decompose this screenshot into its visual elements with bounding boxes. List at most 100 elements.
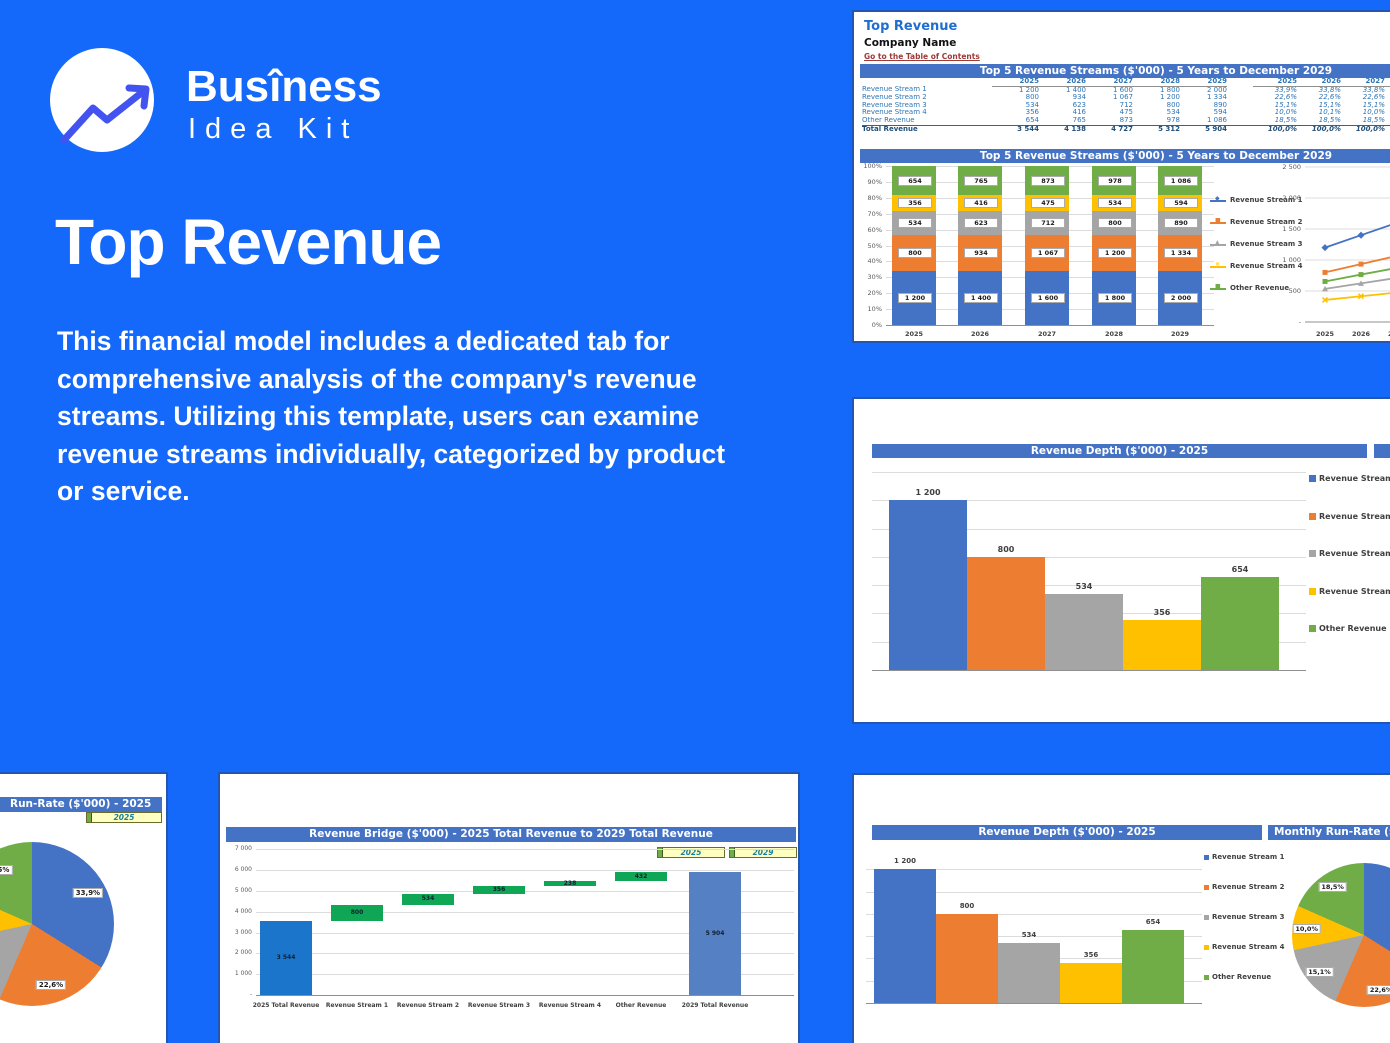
pie-slice-label: 15,1% [1305,966,1334,977]
line-chart-legend: ◆ Revenue Stream 1 ■ Revenue Stream 2 ▲ Reven… [1210,192,1303,302]
value-cell: 1 200 [1159,94,1180,102]
bar-segment-label: 1 200 [898,293,932,304]
page-description: This financial model includes a dedicate… [57,326,726,506]
grid-line [866,936,1202,938]
grid-line [872,585,1306,587]
value-cell: 1 600 [1112,86,1133,94]
grid-line [866,1003,1202,1004]
grid-line [872,500,1306,502]
bar-segment-label: 475 [1031,198,1065,209]
bar-segment-label: 356 [898,198,932,209]
grid-line [256,849,794,851]
year-dropdown-2029[interactable]: 2029 [729,847,797,858]
grid-line [256,891,794,892]
legend-label: Revenue Stream 2 [1319,511,1390,521]
total-value-cell: 4 138 [1039,124,1086,134]
line-series-gray [1324,278,1390,290]
pct-cell: 10,0% [1362,109,1385,117]
total-pct-cell: 100,0% [1253,124,1297,134]
value-cell: 1 800 [1159,86,1180,94]
spacer [1227,109,1253,117]
year-dropdown-2025[interactable]: 2025 [657,847,725,858]
data-point-marker [1322,285,1328,292]
bar-value-label: 534 [1075,582,1093,592]
pct-cell: 33,9% [1274,86,1297,94]
data-point-marker [1358,272,1364,278]
legend-label: Revenue Stream 3 [1212,913,1285,921]
row-label: Revenue Stream 2 [862,94,927,102]
legend-line-sample [1210,222,1226,224]
axis-tick: 1 500 [1282,225,1301,233]
stacked-bar-chart: 0% 10% 20% 30% 40% 50% 60% 70% 80% 90% 100% 1 200 80… [856,162,1218,344]
pct-cell: 22,6% [1318,94,1341,102]
bar-value-label: 1 200 [915,488,941,497]
grid-line [872,670,1306,671]
panel-top-revenue-sheet: Top Revenue Company Name Go to the Table… [852,10,1390,343]
year-header: 2028 [1133,78,1180,87]
bar-segment-label: 800 [898,248,932,259]
waterfall-bar-delta [331,904,383,922]
band-runrate-title: Run-Rate ($'000) - 2025 [0,797,162,812]
pct-cell: 22,6% [1385,94,1390,102]
bar-segment-label: 534 [898,218,932,229]
brand-subname: Idea Kit [188,113,359,145]
pct-cell: 15,1% [1385,102,1390,110]
waterfall-bar-delta [473,886,525,894]
value-cell: 712 [1119,101,1133,109]
pie-slice-label: 18,5% [0,865,13,876]
total-pct-cell: 100,0% [1297,124,1341,134]
legend-swatch [1309,587,1316,595]
value-cell: 416 [1072,109,1086,117]
legend-marker: ■ [1215,217,1221,224]
x-axis-label: 2028 [1104,330,1124,338]
waterfall-bar-end [689,872,741,995]
grid-line [866,913,1202,915]
run-rate-pie-chart: 33,9%22,6%15,1%10,0%18,5% [0,774,170,1043]
axis-tick: 30% [867,273,882,282]
x-axis-label: Revenue Stream 4 [538,1002,602,1009]
pie-slice-label: 22,6% [1366,985,1390,995]
legend-marker: ■ [1215,283,1221,290]
axis-tick: 4 000 [234,907,252,915]
panel-revenue-bridge: Revenue Bridge ($'000) - 2025 Total Reve… [218,772,800,1043]
legend-swatch [1309,550,1316,557]
pct-cell: 10,1% [1318,109,1341,117]
pct-cell: 10,1% [1385,109,1390,117]
x-axis-label: Revenue Stream 3 [467,1002,531,1009]
pct-cell: 22,6% [1274,94,1297,102]
spacer [1227,86,1253,94]
data-point-marker [1358,280,1364,286]
bar-segment-label: 2 000 [1164,293,1198,304]
x-axis-label: 2027 [1382,330,1390,338]
data-point-marker [1322,278,1328,284]
dropdown-flag [658,848,663,857]
depth-chart-small-legend: Revenue Stream 1 Revenue Stream 2 Revenue … [1204,853,1304,1013]
grid-line [872,528,1306,530]
band-depth-title: Revenue Depth ($'000) - 2025 [872,444,1367,458]
value-cell: 800 [1166,101,1180,109]
x-axis-label: Revenue Stream 2 [396,1002,460,1009]
bar-value-label: 1 200 [894,857,916,865]
legend-swatch [1204,854,1209,860]
legend-item: Revenue Stream 3 [1309,549,1390,560]
bar-value-label: 800 [997,544,1015,554]
grid-line [256,870,794,872]
year-dropdown-2025[interactable]: 2025 [86,812,162,823]
legend-line-sample [1210,266,1226,268]
band-bridge-title: Revenue Bridge ($'000) - 2025 Total Reve… [226,827,796,842]
value-cell: 1 334 [1206,94,1227,102]
value-cell: 765 [1072,116,1086,124]
value-cell: 1 086 [1206,116,1227,124]
pct-cell: 15,1% [1274,101,1297,109]
axis-tick: 40% [867,257,882,266]
table-of-contents-link[interactable]: Go to the Table of Contents [864,52,980,61]
legend-label: Revenue Stream 4 [1230,262,1303,270]
bar-segment-label: 1 600 [1031,293,1065,304]
bar-orange [967,556,1045,670]
legend-item: Revenue Stream 4 [1309,587,1390,598]
year-header: 2026 [1039,78,1086,87]
axis-tick: 500 [1288,287,1301,295]
line-series-green [1324,268,1390,283]
data-point-marker [1322,269,1328,275]
